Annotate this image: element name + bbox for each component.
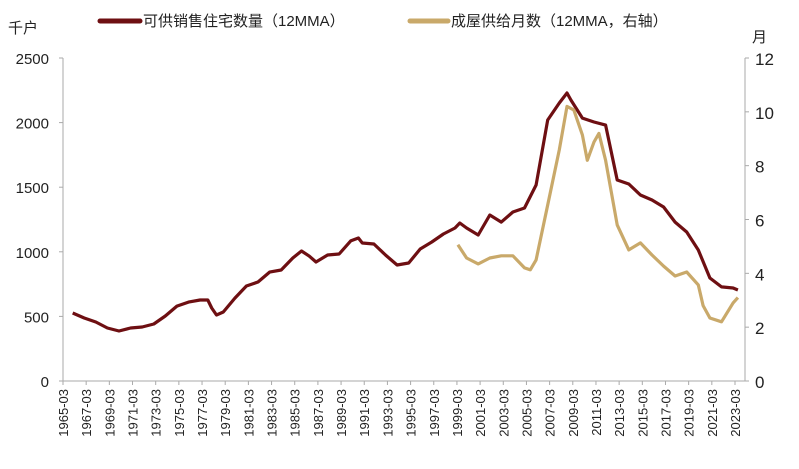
x-tick-label: 1971-03 bbox=[126, 389, 141, 437]
left-axis-unit: 千户 bbox=[8, 20, 38, 37]
x-tick-label: 2019-03 bbox=[682, 389, 697, 437]
x-tick-label: 2001-03 bbox=[473, 389, 488, 437]
x-tick-label: 1973-03 bbox=[149, 389, 164, 437]
x-tick-label: 1985-03 bbox=[288, 389, 303, 437]
x-tick-label: 1995-03 bbox=[404, 389, 419, 437]
legend-label-months-supply: 成屋供给月数（12MMA，右轴） bbox=[451, 13, 668, 30]
left-tick-label: 2500 bbox=[16, 51, 49, 68]
x-tick-label: 1989-03 bbox=[334, 389, 349, 437]
x-tick-label: 1997-03 bbox=[427, 389, 442, 437]
x-tick-label: 1993-03 bbox=[380, 389, 395, 437]
right-tick-label: 0 bbox=[755, 373, 764, 392]
x-tick-label: 2021-03 bbox=[705, 389, 720, 437]
right-tick-label: 12 bbox=[755, 50, 774, 69]
right-tick-label: 4 bbox=[755, 265, 764, 284]
series-line-months-supply bbox=[458, 106, 738, 321]
x-tick-label: 2003-03 bbox=[496, 389, 511, 437]
left-tick-label: 1000 bbox=[16, 245, 49, 262]
x-tick-label: 2023-03 bbox=[728, 389, 743, 437]
right-tick-label: 10 bbox=[755, 104, 774, 123]
x-tick-label: 2017-03 bbox=[658, 389, 673, 437]
x-tick-label: 1991-03 bbox=[357, 389, 372, 437]
legend: 可供销售住宅数量（12MMA） 成屋供给月数（12MMA，右轴） bbox=[100, 13, 668, 30]
x-tick-label: 1977-03 bbox=[195, 389, 210, 437]
left-tick-label: 1500 bbox=[16, 180, 49, 197]
right-tick-label: 2 bbox=[755, 319, 764, 338]
x-tick-label: 1967-03 bbox=[79, 389, 94, 437]
x-tick-label: 1975-03 bbox=[172, 389, 187, 437]
x-tick-label: 2007-03 bbox=[543, 389, 558, 437]
left-tick-label: 500 bbox=[24, 309, 49, 326]
x-tick-label: 1969-03 bbox=[102, 389, 117, 437]
x-tick-label: 2015-03 bbox=[635, 389, 650, 437]
series-line-inventory bbox=[73, 93, 738, 331]
x-tick-label: 2011-03 bbox=[589, 389, 604, 436]
x-tick-label: 2009-03 bbox=[566, 389, 581, 437]
x-tick-label: 2005-03 bbox=[519, 389, 534, 437]
right-axis-unit: 月 bbox=[752, 29, 767, 46]
x-tick-label: 1965-03 bbox=[56, 389, 71, 437]
x-tick-label: 1999-03 bbox=[450, 389, 465, 437]
right-tick-label: 8 bbox=[755, 158, 764, 177]
x-tick-label: 1983-03 bbox=[265, 389, 280, 437]
x-tick-label: 2013-03 bbox=[612, 389, 627, 437]
x-tick-label: 1981-03 bbox=[241, 389, 256, 437]
left-tick-label: 0 bbox=[41, 374, 49, 391]
right-tick-label: 6 bbox=[755, 212, 764, 231]
left-tick-label: 2000 bbox=[16, 116, 49, 133]
x-tick-label: 1987-03 bbox=[311, 389, 326, 437]
x-tick-label: 1979-03 bbox=[218, 389, 233, 437]
legend-label-inventory: 可供销售住宅数量（12MMA） bbox=[143, 13, 345, 30]
